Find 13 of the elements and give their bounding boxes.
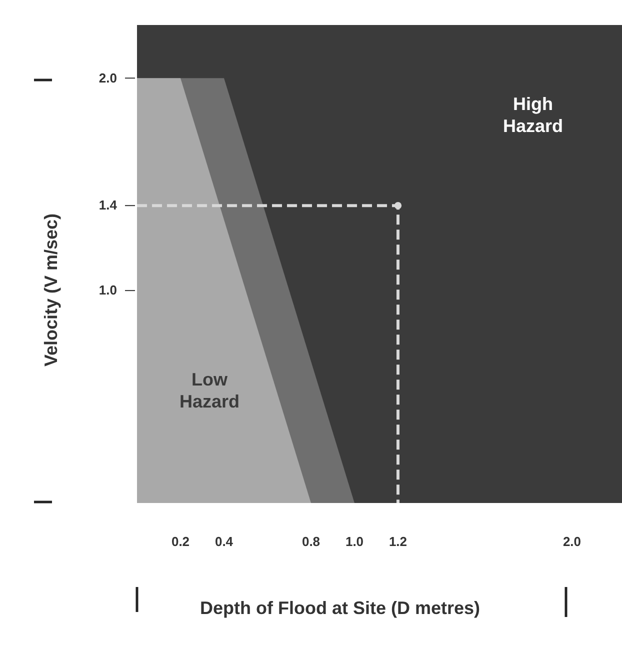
x-tick-label: 0.4: [214, 534, 234, 550]
y-tick-label: 2.0: [98, 70, 117, 86]
x-tick-label: 1.0: [345, 534, 364, 550]
x-axis-title: Depth of Flood at Site (D metres): [200, 598, 480, 618]
y-tick-label: 1.4: [98, 198, 118, 213]
x-tick-label: 1.2: [388, 534, 408, 550]
y-axis-title: Velocity (V m/sec): [41, 213, 61, 367]
x-tick-label: 0.8: [302, 534, 320, 550]
annotation: High Hazard: [502, 94, 564, 136]
x-tick-label: 2.0: [562, 534, 582, 550]
y-tick-label: 1.0: [98, 282, 117, 298]
x-tick-label: 0.2: [171, 534, 190, 550]
series-label: Low Hazard: [179, 370, 240, 412]
